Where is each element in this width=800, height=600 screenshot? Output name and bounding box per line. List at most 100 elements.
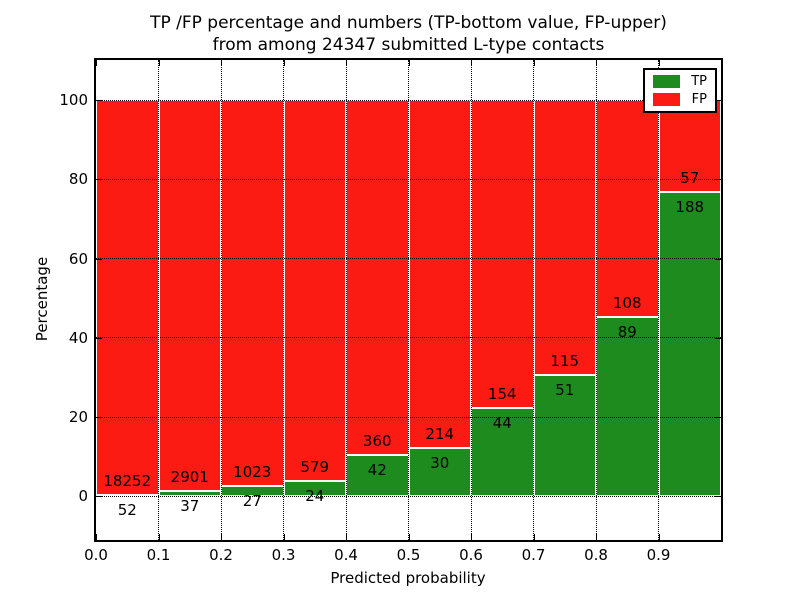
v-gridline (470, 60, 472, 540)
chart-title-line1: TP /FP percentage and numbers (TP-bottom… (150, 13, 667, 33)
tp-count-label: 42 (367, 460, 387, 479)
fp-count-label: 18252 (103, 472, 152, 491)
fp-count-label: 57 (680, 169, 700, 188)
h-gridline (96, 495, 721, 497)
tp-count-label: 188 (675, 198, 705, 217)
x-tick-label: 0.0 (84, 546, 108, 564)
fp-bar-segment (158, 100, 221, 492)
x-tick-mark (221, 60, 222, 66)
fp-bar-segment (471, 100, 534, 409)
x-tick-mark (596, 60, 597, 66)
x-tick-label: 0.3 (271, 546, 296, 564)
h-gridline (96, 99, 721, 101)
x-tick-label: 0.1 (146, 546, 171, 564)
fp-count-label: 115 (550, 351, 580, 370)
tp-bar-segment (408, 447, 471, 497)
x-axis-label: Predicted probability (330, 569, 486, 587)
legend-row-tp: TP (653, 74, 707, 89)
y-tick-mark (715, 496, 721, 498)
tp-count-label: 44 (492, 414, 512, 433)
fp-bar-segment (408, 100, 471, 448)
fp-bar-segment (533, 100, 596, 375)
legend-fp-swatch (653, 92, 680, 106)
x-tick-mark (533, 534, 535, 540)
x-tick-mark (158, 60, 160, 66)
x-tick-mark (408, 60, 410, 66)
x-tick-label: 0.5 (396, 546, 421, 564)
v-gridline (533, 60, 534, 540)
y-axis-label: Percentage (33, 256, 51, 342)
y-tick-mark (715, 337, 721, 339)
x-tick-mark (471, 534, 472, 540)
x-tick-label: 0.7 (521, 546, 546, 564)
fp-bar-segment (96, 100, 159, 496)
fp-count-label: 108 (612, 294, 642, 313)
h-gridline (96, 416, 721, 418)
y-tick-mark (96, 496, 102, 498)
legend-tp-label: TP (691, 74, 707, 90)
h-gridline (96, 337, 721, 339)
plot-area: 18252 52 2901 37 1023 27 579 24 360 42 214 30 154 44 1… (59, 58, 723, 564)
y-tick-label: 40 (68, 328, 88, 347)
fp-count-label: 360 (362, 431, 392, 450)
tp-count-label: 24 (305, 486, 325, 505)
tp-count-label: 89 (617, 323, 637, 342)
tp-bar-segment (596, 317, 659, 497)
fp-count-label: 1023 (233, 463, 272, 482)
y-tick-mark (96, 100, 102, 102)
fp-count-label: 579 (300, 457, 330, 476)
x-tick-mark (346, 534, 347, 540)
x-tick-mark (221, 534, 222, 540)
v-gridline (408, 60, 409, 540)
v-gridline (595, 60, 597, 540)
fp-bar-segment (596, 100, 659, 318)
y-tick-label: 80 (68, 170, 88, 189)
fp-bar-segment (283, 100, 346, 481)
x-tick-label: 0.8 (584, 546, 608, 564)
x-tick-mark (158, 534, 160, 540)
fp-count-label: 154 (487, 385, 517, 404)
y-tick-mark (715, 100, 721, 102)
x-tick-mark (346, 60, 347, 66)
tp-count-label: 52 (117, 501, 137, 520)
x-tick-label: 0.4 (334, 546, 358, 564)
x-tick-mark (283, 60, 285, 66)
x-tick-label: 0.2 (209, 546, 233, 564)
x-tick-mark (283, 534, 285, 540)
tp-bar-segment (533, 374, 596, 497)
y-tick-mark (96, 258, 102, 260)
tp-bar-segment (658, 192, 721, 497)
x-tick-mark (96, 60, 97, 66)
legend-tp-swatch (653, 75, 680, 89)
tp-count-label: 51 (555, 380, 575, 399)
fp-bar-segment (221, 100, 284, 487)
tp-count-label: 37 (180, 497, 200, 516)
x-tick-mark (471, 60, 472, 66)
legend: TP FP (643, 68, 717, 113)
h-gridline (96, 178, 721, 180)
legend-row-fp: FP (653, 92, 707, 107)
chart-title-line2: from among 24347 submitted L-type contac… (212, 35, 605, 55)
y-tick-mark (715, 417, 721, 419)
tp-count-label: 30 (430, 453, 450, 472)
x-tick-label: 0.6 (459, 546, 483, 564)
fp-bar-segment (346, 100, 409, 455)
y-tick-mark (96, 337, 102, 339)
tp-count-label: 27 (242, 492, 262, 511)
y-tick-label: 100 (59, 91, 88, 110)
y-tick-label: 0 (78, 487, 88, 506)
fp-count-label: 214 (425, 424, 455, 443)
legend-fp-label: FP (691, 91, 707, 107)
chart-title: TP /FP percentage and numbers (TP-bottom… (96, 12, 721, 56)
x-tick-label: 0.9 (646, 546, 671, 564)
y-tick-mark (96, 417, 102, 419)
v-gridline (345, 60, 347, 540)
x-tick-mark (658, 534, 660, 540)
x-tick-mark (596, 534, 597, 540)
fp-count-label: 2901 (170, 468, 209, 487)
y-tick-mark (96, 179, 102, 181)
v-gridline (220, 60, 222, 540)
v-gridline (158, 60, 159, 540)
h-gridline (96, 258, 721, 260)
